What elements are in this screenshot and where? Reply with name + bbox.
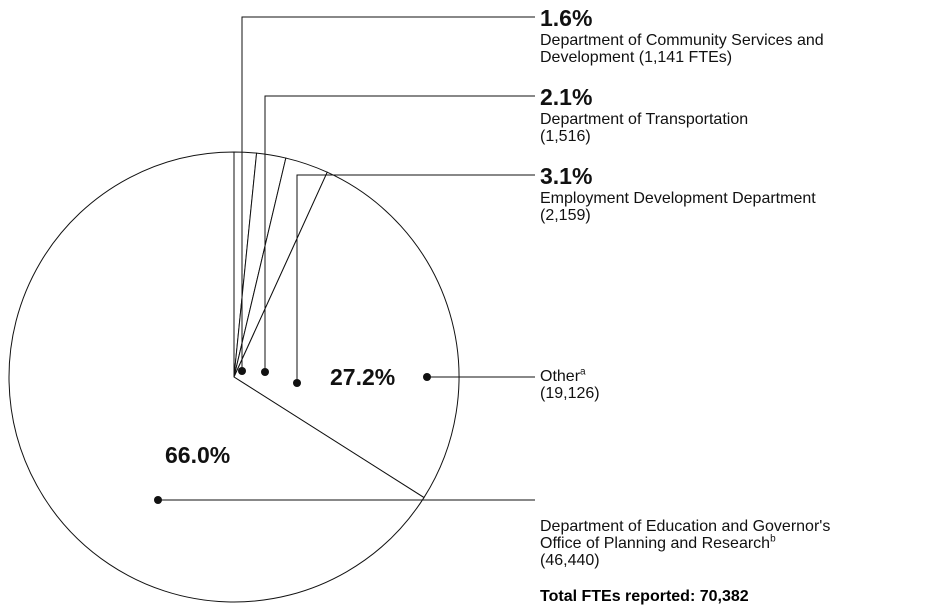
leader-line <box>296 174 535 383</box>
value-label: 3.1% <box>540 163 593 189</box>
pie-slice <box>8 151 425 603</box>
slice-label: 3.1% Employment Development Department (2,… <box>540 162 940 224</box>
value-label: 66.0% <box>165 442 231 468</box>
pie-slice <box>233 171 460 499</box>
total-note: Total FTEs reported: 70,382 <box>540 588 749 605</box>
category-label: Department of Community Services and Dev… <box>540 32 824 66</box>
leader-dot <box>238 367 246 375</box>
value-label: 1.6% <box>540 5 593 31</box>
count-label: (1,141 FTEs) <box>638 49 733 66</box>
count-label: (19,126) <box>540 385 600 402</box>
value-label: 27.2% <box>330 364 396 390</box>
slice-label: Othera (19,126) <box>540 366 840 402</box>
value-label: 2.1% <box>540 84 593 110</box>
count-label: (1,516) <box>540 128 591 145</box>
slice-label: Department of Education and Governor's O… <box>540 518 840 569</box>
leader-line <box>264 95 535 372</box>
count-label: (46,440) <box>540 552 600 569</box>
category-label: Other <box>540 368 581 385</box>
footnote-mark: b <box>770 533 776 545</box>
category-label: Department of Transportation <box>540 111 749 128</box>
footnote-mark: a <box>580 366 586 378</box>
leader-dot <box>261 368 269 376</box>
count-label: (2,159) <box>540 207 591 224</box>
leader-dot <box>293 379 301 387</box>
category-label: Department of Education and Governor's O… <box>540 518 831 552</box>
slice-label: 2.1% Department of Transportation (1,516) <box>540 83 840 145</box>
leader-dot <box>423 373 431 381</box>
category-label: Employment Development Department <box>540 190 816 207</box>
leader-dot <box>154 496 162 504</box>
slice-label: 1.6% Department of Community Services and… <box>540 4 840 66</box>
leader-line <box>241 16 535 371</box>
